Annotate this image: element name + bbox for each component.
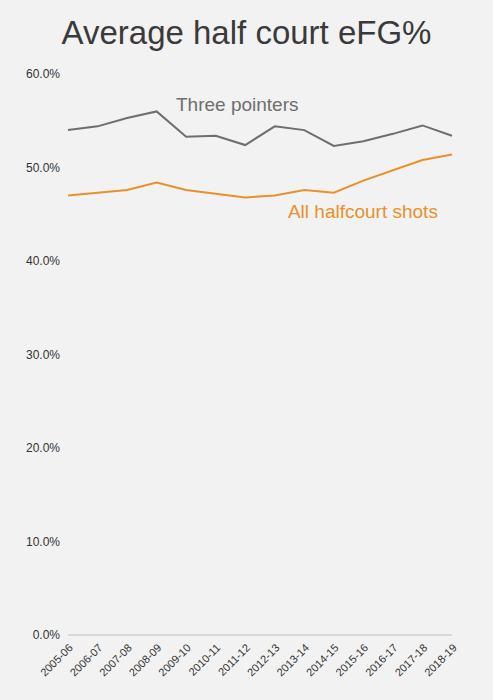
svg-text:2009-10: 2009-10 bbox=[156, 641, 193, 678]
svg-text:20.0%: 20.0% bbox=[26, 441, 60, 455]
svg-text:2017-18: 2017-18 bbox=[392, 641, 430, 679]
svg-text:2014-15: 2014-15 bbox=[303, 641, 341, 679]
svg-text:2008-09: 2008-09 bbox=[126, 641, 164, 679]
svg-text:2012-13: 2012-13 bbox=[244, 641, 282, 679]
svg-text:All halfcourt shots: All halfcourt shots bbox=[288, 201, 438, 222]
svg-text:2015-16: 2015-16 bbox=[333, 641, 371, 679]
svg-text:2005-06: 2005-06 bbox=[37, 641, 75, 679]
svg-text:Three pointers: Three pointers bbox=[176, 94, 299, 115]
svg-text:2013-14: 2013-14 bbox=[274, 641, 312, 679]
svg-text:60.0%: 60.0% bbox=[26, 67, 60, 81]
html-text:Average half court eFG%: Average half court eFG% bbox=[61, 14, 432, 51]
svg-text:30.0%: 30.0% bbox=[26, 348, 60, 362]
svg-text:10.0%: 10.0% bbox=[26, 535, 60, 549]
svg-text:0.0%: 0.0% bbox=[33, 628, 61, 642]
svg-text:2006-07: 2006-07 bbox=[67, 641, 105, 679]
svg-text:2007-08: 2007-08 bbox=[97, 641, 134, 679]
svg-text:50.0%: 50.0% bbox=[26, 161, 60, 175]
svg-text:2016-17: 2016-17 bbox=[362, 641, 400, 679]
svg-text:2011-12: 2011-12 bbox=[215, 641, 253, 678]
svg-text:2010-11: 2010-11 bbox=[186, 641, 222, 677]
svg-text:40.0%: 40.0% bbox=[26, 254, 60, 268]
svg-text:2018-19: 2018-19 bbox=[422, 641, 459, 678]
